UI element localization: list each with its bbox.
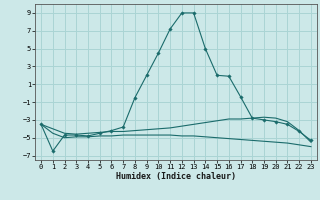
X-axis label: Humidex (Indice chaleur): Humidex (Indice chaleur) (116, 172, 236, 181)
